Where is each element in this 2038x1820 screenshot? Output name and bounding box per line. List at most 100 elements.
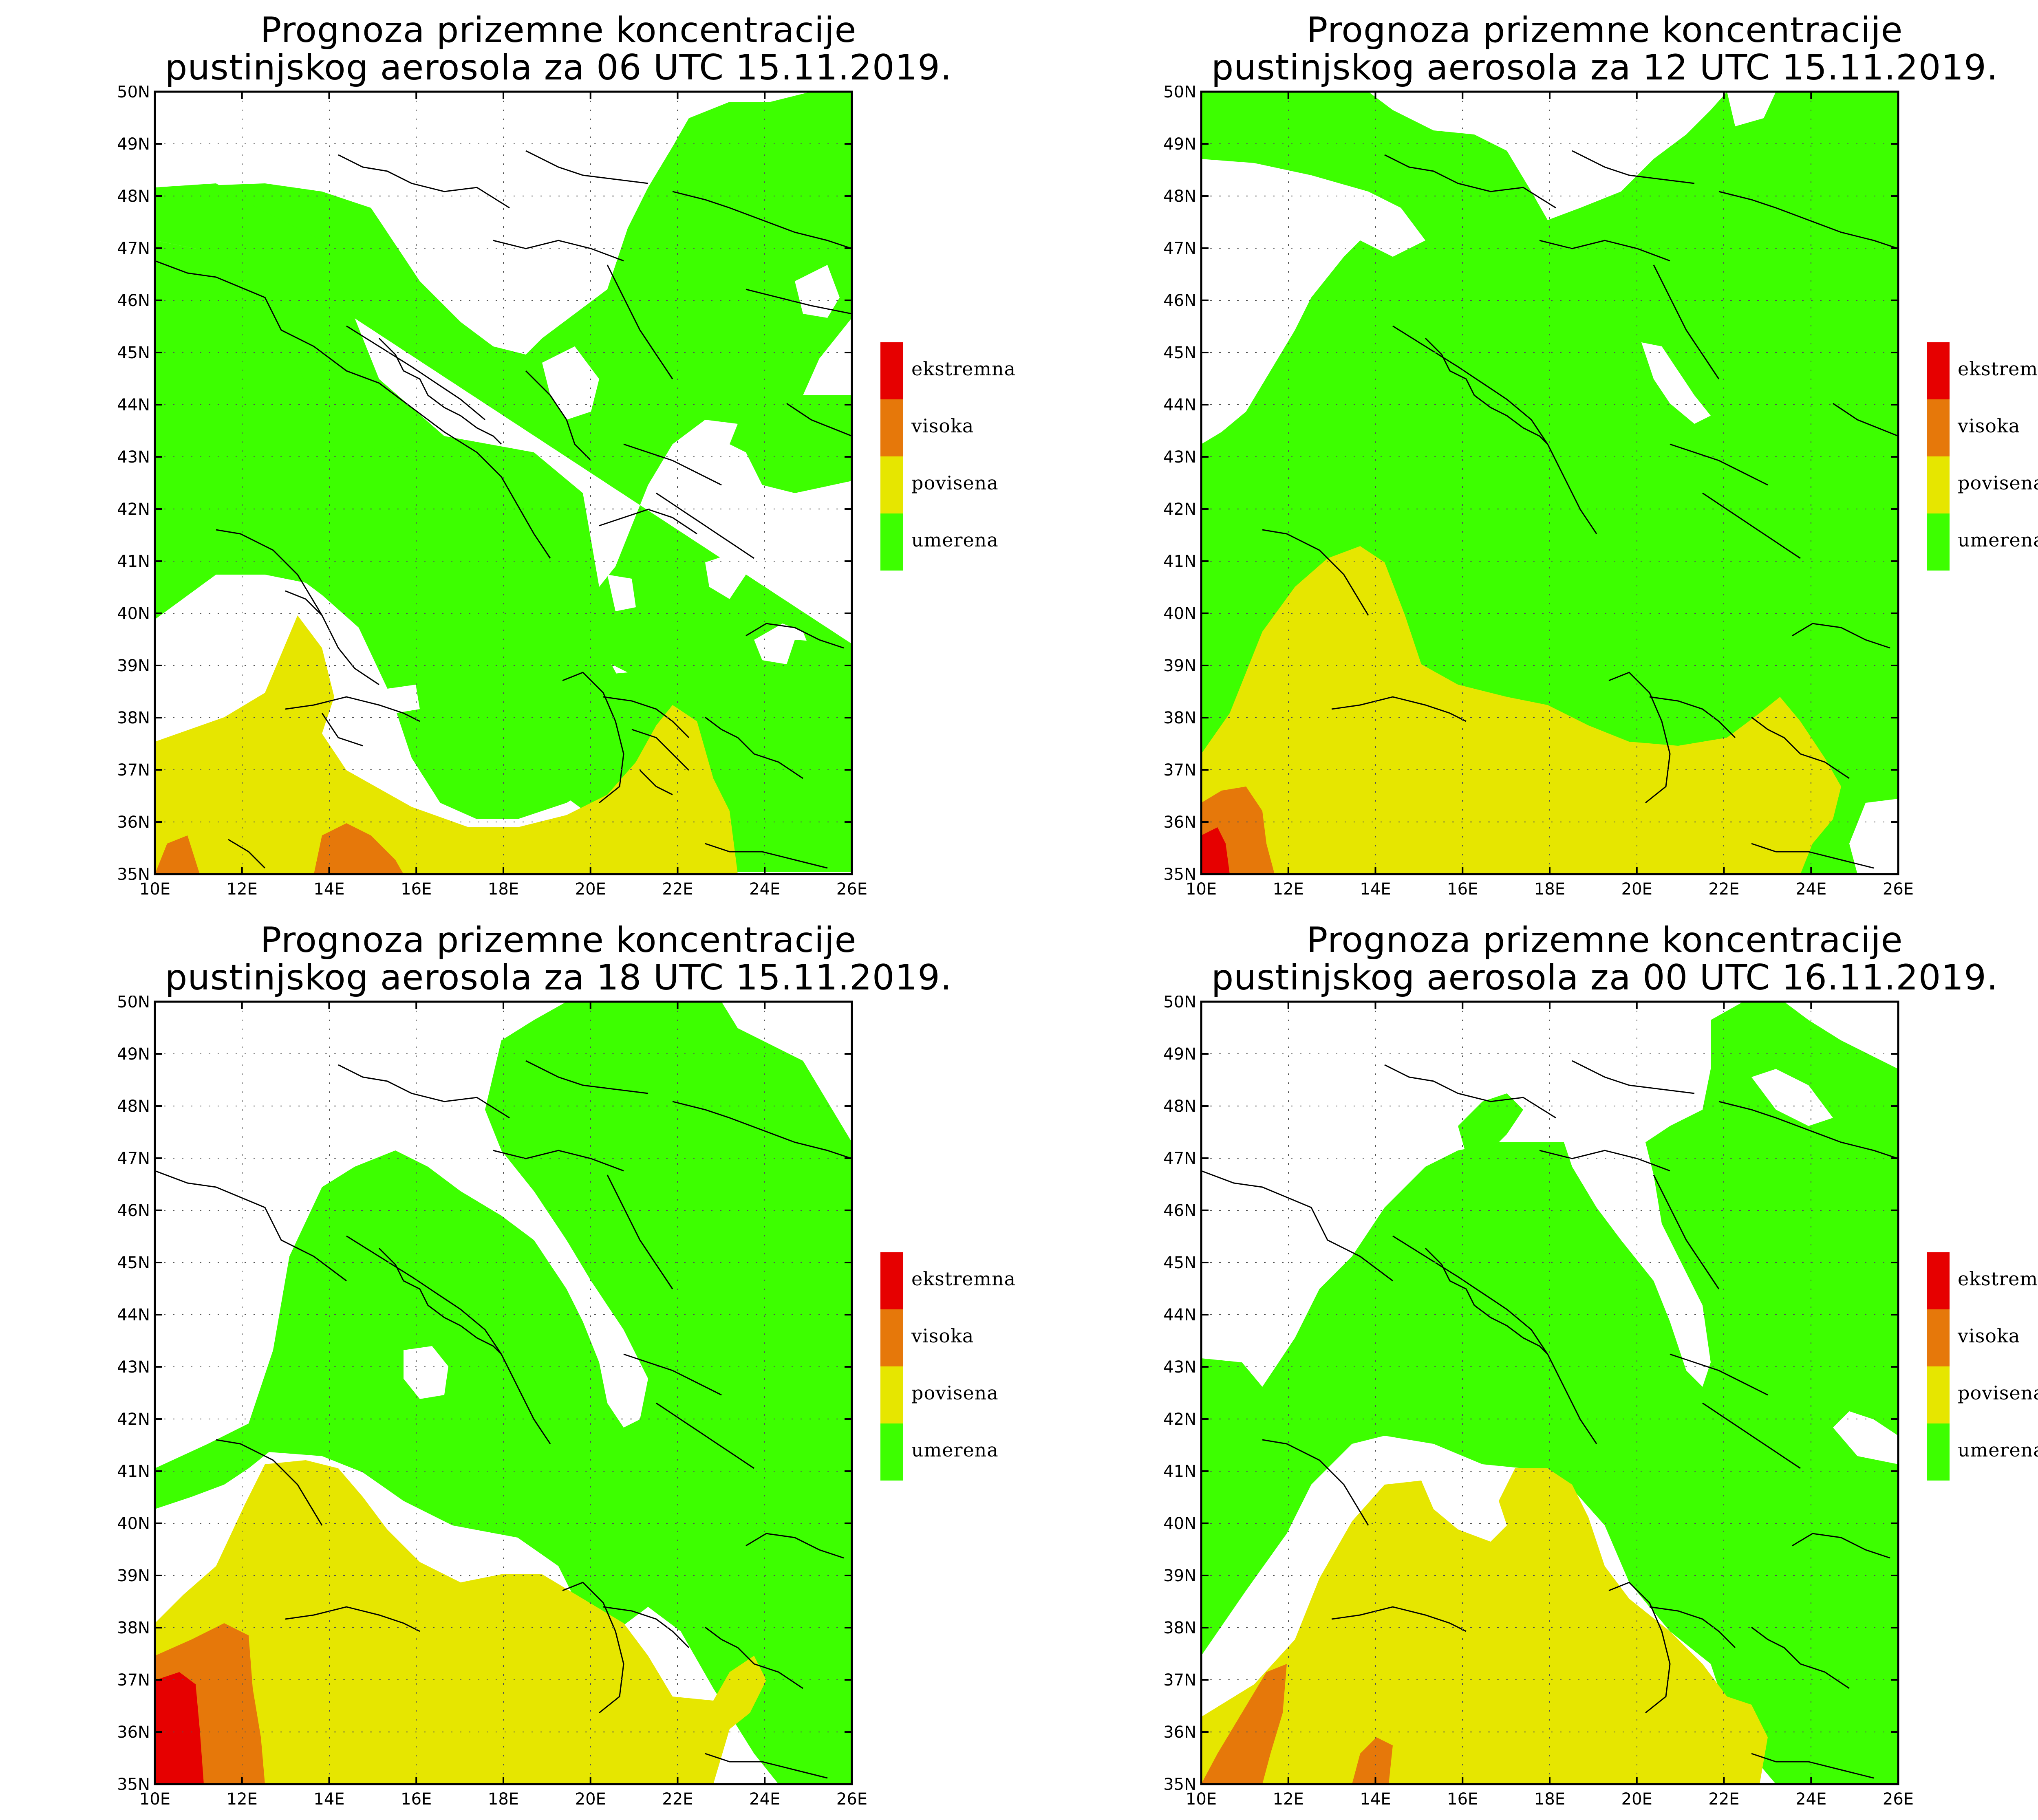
lat-label: 42N: [117, 500, 150, 519]
lat-label: 38N: [1163, 1619, 1196, 1637]
lon-label: 24E: [749, 880, 780, 899]
lat-label: 35N: [117, 865, 150, 884]
island-coastline: [378, 337, 502, 445]
lon-label: 12E: [227, 880, 258, 899]
lon-label: 16E: [1447, 1790, 1478, 1809]
lat-label: 43N: [117, 1358, 150, 1377]
clear-area: [1849, 799, 1898, 874]
lon-label: 22E: [1708, 880, 1739, 899]
lon-axis-labels: 10E 12E 14E 16E 18E 20E 22E 24E 26E: [1186, 1790, 1914, 1809]
lon-label: 26E: [836, 880, 867, 899]
title-line1: Prognoza prizemne koncentracije: [1306, 10, 1903, 51]
umerena-region: [155, 1002, 852, 1784]
panel-12utc: Prognoza prizemne koncentracije pustinjs…: [1046, 0, 2038, 910]
lat-label: 49N: [117, 135, 150, 154]
legend-label: ekstremna: [1958, 358, 2038, 380]
lon-label: 24E: [1795, 880, 1826, 899]
lon-label: 16E: [401, 880, 432, 899]
legend-swatch: [880, 1252, 903, 1309]
lat-axis-labels: 35N 36N 37N 38N 39N 40N 41N 42N 43N 44N 45N 46N 47N 4…: [1163, 86, 1196, 884]
clear-area: [1201, 92, 1727, 444]
legend-label: povisena: [911, 1382, 999, 1404]
lon-label: 12E: [1273, 1790, 1304, 1809]
axis-ticks: [154, 91, 853, 875]
lon-label: 12E: [1273, 880, 1304, 899]
axis-ticks: [1200, 1001, 1899, 1785]
povisena-region: [155, 1460, 766, 1784]
legend: ekstremna visoka povisena umerena: [1927, 1252, 2038, 1481]
lon-label: 22E: [1708, 1790, 1739, 1809]
lon-label: 24E: [749, 1790, 780, 1809]
forecast-map: 35N 36N 37N 38N 39N 40N 41N 42N 43N 44N 45N 46N 47N 4…: [1163, 86, 1914, 899]
legend-item-umerena: umerena: [880, 513, 1003, 571]
lat-label: 46N: [117, 291, 150, 310]
lon-label: 16E: [1447, 880, 1478, 899]
forecast-map: 35N 36N 37N 38N 39N 40N 41N 42N 43N 44N 45N 46N 47N 4…: [117, 86, 867, 899]
lat-label: 49N: [117, 1045, 150, 1064]
legend: ekstremna visoka povisena umerena: [1927, 342, 2038, 571]
island-coastline: [378, 1247, 502, 1355]
forecast-map: 35N 36N 37N 38N 39N 40N 41N 42N 43N 44N 45N 46N 47N 4…: [1163, 996, 1914, 1809]
lat-label: 41N: [117, 1462, 150, 1481]
lat-label: 42N: [117, 1410, 150, 1429]
legend-label: povisena: [911, 472, 999, 494]
clear-area: [607, 575, 636, 611]
lat-label: 47N: [117, 1149, 150, 1168]
clear-area: [1727, 92, 1776, 126]
legend-swatch: [1927, 456, 1950, 513]
povisena-region: [1201, 1468, 1768, 1784]
lat-label: 50N: [1163, 996, 1196, 1011]
lat-label: 37N: [117, 1671, 150, 1690]
forecast-map: 35N 36N 37N 38N 39N 40N 41N 42N 43N 44N 45N 46N 47N 4…: [117, 996, 867, 1809]
lon-label: 18E: [1534, 880, 1565, 899]
legend: ekstremna visoka povisena umerena: [880, 342, 1043, 571]
lat-label: 48N: [1163, 1097, 1196, 1116]
lon-label: 22E: [662, 880, 693, 899]
lat-label: 45N: [1163, 344, 1196, 362]
clear-area: [542, 346, 599, 420]
legend-item-visoka: visoka: [880, 1309, 1003, 1366]
title-line1: Prognoza prizemne koncentracije: [1306, 920, 1903, 961]
island-coastline: [1425, 337, 1548, 445]
title-line2: pustinjskog aerosola za 00 UTC 16.11.201…: [1211, 957, 1998, 998]
lon-label: 18E: [488, 1790, 519, 1809]
lon-label: 14E: [313, 1790, 344, 1809]
lat-label: 43N: [1163, 448, 1196, 467]
lon-label: 22E: [662, 1790, 693, 1809]
lat-label: 40N: [1163, 1514, 1196, 1533]
legend-item-povisena: povisena: [880, 456, 1003, 513]
title-line1: Prognoza prizemne koncentracije: [260, 10, 857, 51]
lon-label: 14E: [1360, 1790, 1391, 1809]
panel-title: Prognoza prizemne koncentracije pustinjs…: [1156, 11, 2038, 86]
lat-label: 43N: [117, 448, 150, 467]
lon-label: 20E: [1621, 1790, 1652, 1809]
legend-item-ekstremna: ekstremna: [1927, 342, 2038, 399]
legend-swatch: [1927, 1309, 1950, 1366]
country-borders: [1262, 150, 1898, 869]
legend-item-umerena: umerena: [1927, 513, 2038, 571]
axis-ticks: [154, 1001, 853, 1785]
title-line2: pustinjskog aerosola za 18 UTC 15.11.201…: [165, 957, 952, 998]
lon-axis-labels: 10E 12E 14E 16E 18E 20E 22E 24E 26E: [139, 1790, 867, 1809]
lon-label: 18E: [488, 880, 519, 899]
clear-area: [1751, 1069, 1833, 1126]
lat-label: 40N: [117, 1514, 150, 1533]
legend-label: visoka: [1958, 1325, 2020, 1347]
country-borders: [155, 1060, 852, 1779]
island-coastline: [1425, 1247, 1548, 1355]
legend-label: umerena: [911, 529, 999, 551]
lon-label: 10E: [1186, 1790, 1217, 1809]
legend-item-visoka: visoka: [1927, 399, 2038, 456]
visoka-region: [1201, 1664, 1287, 1784]
panel-title: Prognoza prizemne koncentracije pustinjs…: [110, 921, 1007, 996]
lat-label: 38N: [1163, 709, 1196, 727]
lat-label: 46N: [117, 1201, 150, 1220]
lat-label: 47N: [1163, 1149, 1196, 1168]
lat-label: 40N: [117, 604, 150, 623]
legend-item-povisena: povisena: [1927, 456, 2038, 513]
legend-item-povisena: povisena: [880, 1366, 1003, 1423]
lat-label: 47N: [117, 239, 150, 258]
legend: ekstremna visoka povisena umerena: [880, 1252, 1043, 1481]
lat-label: 44N: [117, 1306, 150, 1324]
lat-label: 41N: [1163, 1462, 1196, 1481]
